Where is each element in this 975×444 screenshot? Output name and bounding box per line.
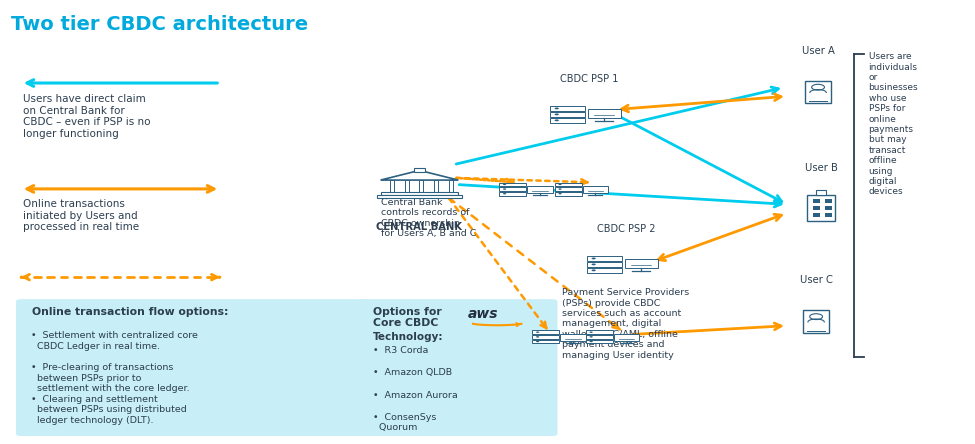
Circle shape <box>503 193 506 194</box>
Bar <box>499 192 526 195</box>
Text: Technology:: Technology: <box>372 332 444 342</box>
Text: •  R3 Corda: • R3 Corda <box>372 346 428 356</box>
Text: •  Pre-clearing of transactions
  between PSPs prior to
  settlement with the co: • Pre-clearing of transactions between P… <box>30 363 189 393</box>
Text: Users have direct claim
on Central Bank for
CBDC – even if PSP is no
longer func: Users have direct claim on Central Bank … <box>22 94 150 139</box>
Bar <box>587 256 622 261</box>
Bar <box>532 340 560 343</box>
Bar <box>550 112 585 117</box>
Bar <box>555 182 582 186</box>
Bar <box>555 192 582 195</box>
Bar <box>532 330 560 334</box>
Bar <box>586 335 613 339</box>
Bar <box>413 168 425 172</box>
Text: User A: User A <box>801 46 835 56</box>
Circle shape <box>590 341 593 342</box>
Bar <box>499 187 526 191</box>
Text: Central Bank
controls records of
CBDC ownership
for Users A, B and C: Central Bank controls records of CBDC ow… <box>380 198 476 238</box>
Text: •  Settlement with centralized core
  CBDC Ledger in real time.: • Settlement with centralized core CBDC … <box>30 331 197 351</box>
Circle shape <box>559 184 562 185</box>
Circle shape <box>592 270 596 271</box>
Bar <box>825 206 832 210</box>
Text: CBDC PSP 1: CBDC PSP 1 <box>561 74 619 84</box>
Bar <box>587 262 622 267</box>
Bar <box>390 180 394 193</box>
Circle shape <box>590 332 593 333</box>
Text: aws: aws <box>468 307 498 321</box>
Bar <box>405 180 409 193</box>
Bar <box>625 258 658 268</box>
Text: •  Amazon QLDB: • Amazon QLDB <box>372 369 451 377</box>
Circle shape <box>559 188 562 190</box>
Bar <box>561 334 586 341</box>
Bar <box>586 340 613 343</box>
Text: User B: User B <box>804 163 838 173</box>
Bar <box>583 186 608 193</box>
Bar <box>825 213 832 217</box>
Bar <box>803 310 829 333</box>
Bar <box>448 180 452 193</box>
Circle shape <box>503 184 506 185</box>
Bar <box>813 198 820 202</box>
Text: Payment Service Providers
(PSPs) provide CBDC
services such as account
managemen: Payment Service Providers (PSPs) provide… <box>563 288 689 360</box>
Circle shape <box>536 336 539 337</box>
Circle shape <box>503 188 506 190</box>
FancyBboxPatch shape <box>358 299 558 436</box>
Bar <box>813 213 820 217</box>
Text: CENTRAL BANK: CENTRAL BANK <box>376 222 462 232</box>
Bar <box>499 182 526 186</box>
Circle shape <box>555 107 559 109</box>
Bar <box>586 330 613 334</box>
Text: Online transactions
initiated by Users and
processed in real time: Online transactions initiated by Users a… <box>22 199 138 232</box>
Text: User C: User C <box>800 275 833 285</box>
Circle shape <box>590 336 593 337</box>
Bar <box>816 190 826 195</box>
Circle shape <box>555 113 559 115</box>
Circle shape <box>555 119 559 121</box>
Polygon shape <box>380 170 458 180</box>
Bar <box>527 186 553 193</box>
Text: CBDC PSP 2: CBDC PSP 2 <box>598 224 656 234</box>
Text: •  ConsenSys
  Quorum: • ConsenSys Quorum <box>372 412 436 432</box>
Text: Two tier CBDC architecture: Two tier CBDC architecture <box>11 15 308 34</box>
Bar <box>588 109 621 118</box>
Bar <box>614 334 640 341</box>
Bar <box>555 187 582 191</box>
Text: •  Clearing and settlement
  between PSPs using distributed
  ledger technology : • Clearing and settlement between PSPs u… <box>30 395 186 425</box>
Text: Online transaction flow options:: Online transaction flow options: <box>32 307 229 317</box>
Text: •  Amazon Aurora: • Amazon Aurora <box>372 391 457 400</box>
Circle shape <box>536 341 539 342</box>
Bar <box>532 335 560 339</box>
Circle shape <box>559 193 562 194</box>
FancyBboxPatch shape <box>16 299 370 436</box>
Bar <box>805 81 831 103</box>
Bar <box>380 192 458 195</box>
Circle shape <box>536 332 539 333</box>
Bar <box>376 195 462 198</box>
Bar <box>419 180 423 193</box>
Text: Users are
individuals
or
businesses
who use
PSPs for
online
payments
but may
tra: Users are individuals or businesses who … <box>869 52 918 196</box>
Bar <box>807 195 835 222</box>
Bar <box>813 206 820 210</box>
Bar <box>825 198 832 202</box>
Text: Options for
Core CBDC: Options for Core CBDC <box>372 307 442 328</box>
Bar <box>550 106 585 111</box>
Bar <box>434 180 438 193</box>
Circle shape <box>592 258 596 259</box>
Bar <box>550 118 585 123</box>
Bar <box>587 268 622 273</box>
Circle shape <box>592 263 596 266</box>
